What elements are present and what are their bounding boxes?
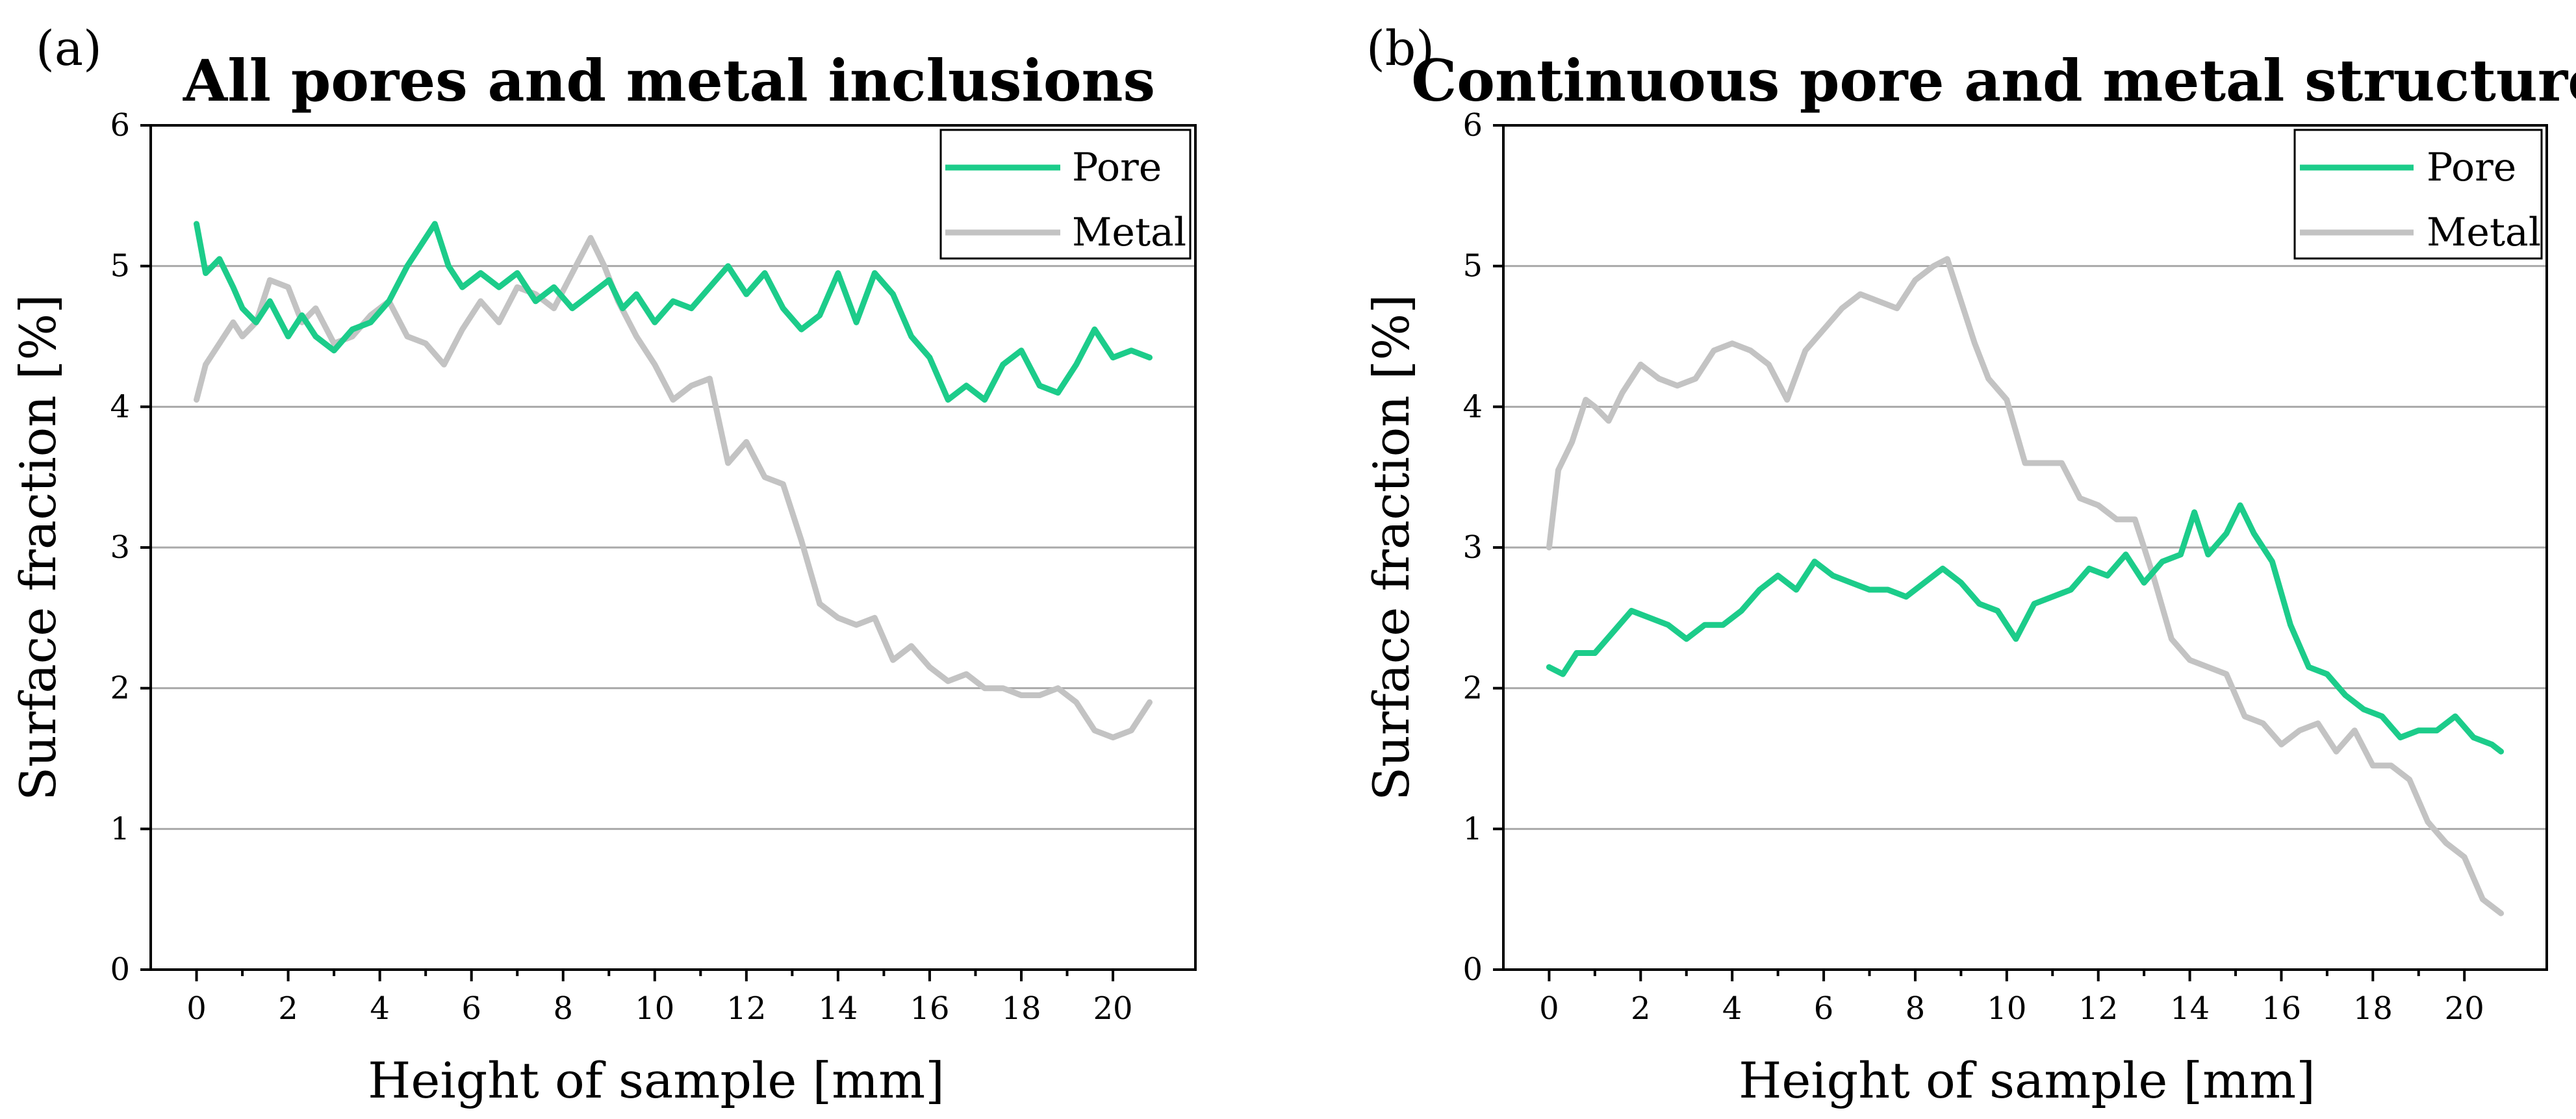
y-tick-label: 1 <box>1462 811 1483 847</box>
chart-title-a: All pores and metal inclusions <box>183 47 1155 114</box>
y-tick-label: 2 <box>1462 670 1483 707</box>
x-tick-label: 10 <box>1987 990 2026 1027</box>
y-tick-label: 3 <box>1462 529 1483 566</box>
x-tick-label: 14 <box>818 990 858 1027</box>
x-tick-label: 8 <box>553 990 573 1027</box>
x-tick-label: 0 <box>186 990 207 1027</box>
x-tick-label: 18 <box>1001 990 1041 1027</box>
y-tick-label: 5 <box>1462 248 1483 284</box>
legend-label-pore-a: Pore <box>1072 145 1162 190</box>
y-axis-title-b: Surface fraction [%] <box>1362 294 1420 801</box>
y-tick-label: 0 <box>1462 951 1483 988</box>
y-tick-label: 2 <box>110 670 130 707</box>
series-line-metal-b <box>1546 256 2505 916</box>
series-line-pore-a <box>194 221 1153 403</box>
y-tick-label: 1 <box>110 811 130 847</box>
x-tick-label: 6 <box>1814 990 1834 1027</box>
x-tick-label: 4 <box>1722 990 1742 1027</box>
x-axis-title-b: Height of sample [mm] <box>1739 1051 2315 1109</box>
x-tick-label: 6 <box>461 990 481 1027</box>
series-line-metal-a <box>194 234 1153 740</box>
legend-box-a <box>939 129 1192 260</box>
y-tick-label: 4 <box>110 388 130 425</box>
x-tick-label: 12 <box>726 990 766 1027</box>
y-axis-title-a: Surface fraction [%] <box>9 294 67 801</box>
x-tick-label: 2 <box>278 990 298 1027</box>
x-tick-label: 4 <box>370 990 390 1027</box>
y-tick-label: 3 <box>110 529 130 566</box>
series-b <box>1546 256 2505 916</box>
grid-a <box>151 265 1195 830</box>
chart-panel-a: (a) All pores and metal inclusions 01234… <box>9 21 1197 1109</box>
y-tick-label: 0 <box>110 951 130 988</box>
legend-label-metal-b: Metal <box>2427 210 2541 255</box>
x-tick-label: 2 <box>1631 990 1651 1027</box>
legend-a: Pore Metal <box>939 129 1192 260</box>
y-tick-label: 5 <box>110 248 130 284</box>
x-tick-label: 16 <box>2262 990 2301 1027</box>
x-tick-label: 20 <box>1093 990 1133 1027</box>
chart-title-b: Continuous pore and metal structures <box>1411 47 2576 114</box>
x-tick-label: 14 <box>2170 990 2210 1027</box>
chart-panel-b: (b) Continuous pore and metal structures… <box>1362 21 2576 1109</box>
grid-b <box>1503 265 2547 830</box>
panel-label-a: (a) <box>36 21 102 77</box>
x-tick-label: 10 <box>635 990 674 1027</box>
legend-label-pore-b: Pore <box>2427 145 2516 190</box>
series-a <box>194 221 1153 740</box>
x-axis-title-a: Height of sample [mm] <box>368 1051 945 1109</box>
x-tick-label: 16 <box>910 990 949 1027</box>
y-tick-label: 6 <box>110 107 130 144</box>
legend-b: Pore Metal <box>2293 129 2543 260</box>
panel-label-b: (b) <box>1366 21 1435 77</box>
x-tick-label: 8 <box>1906 990 1926 1027</box>
series-line-pore-b <box>1546 502 2505 755</box>
y-tick-label: 4 <box>1462 388 1483 425</box>
legend-box-b <box>2293 129 2543 260</box>
x-tick-label: 20 <box>2445 990 2484 1027</box>
legend-label-metal-a: Metal <box>1072 210 1186 255</box>
x-tick-label: 12 <box>2078 990 2118 1027</box>
x-tick-label: 18 <box>2353 990 2393 1027</box>
x-tick-label: 0 <box>1539 990 1559 1027</box>
y-tick-label: 6 <box>1462 107 1483 144</box>
